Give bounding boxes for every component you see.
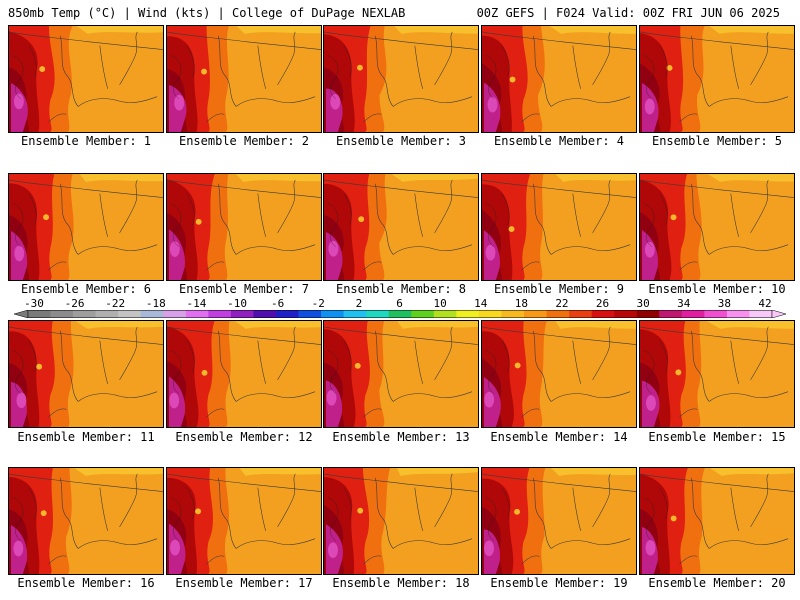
ensemble-member-label: Ensemble Member: 18 — [332, 576, 470, 590]
run-valid-time: 00Z GEFS | F024 Valid: 00Z FRI JUN 06 20… — [476, 6, 780, 20]
colorbar-segment — [321, 310, 344, 318]
colorbar-tick-label: -2 — [311, 297, 325, 310]
colorbar-segment — [749, 310, 773, 318]
colorbar-min-arrow — [14, 310, 29, 318]
colorbar-segment — [388, 310, 412, 318]
colorbar-segment — [591, 310, 615, 318]
ensemble-member-map — [639, 467, 795, 575]
ensemble-member-label: Ensemble Member: 3 — [335, 134, 467, 148]
colorbar-tick-label: 38 — [717, 297, 731, 310]
colorbar-segment — [253, 310, 277, 318]
colorbar-segment — [569, 310, 592, 318]
colorbar-segment — [208, 310, 232, 318]
ensemble-member-label: Ensemble Member: 13 — [332, 430, 470, 444]
ensemble-member-label: Ensemble Member: 15 — [648, 430, 786, 444]
colorbar-tick-label: 18 — [514, 297, 528, 310]
colorbar-tick-label: 14 — [474, 297, 488, 310]
ensemble-member-map — [166, 467, 322, 575]
ensemble-member-map — [8, 467, 164, 575]
ensemble-member-map — [166, 173, 322, 281]
ensemble-member-map — [323, 320, 479, 428]
colorbar-segment — [366, 310, 390, 318]
colorbar-segment — [163, 310, 187, 318]
colorbar-tick-label: -10 — [227, 297, 247, 310]
ensemble-member-label: Ensemble Member: 9 — [493, 282, 625, 296]
colorbar-tick-label: -6 — [271, 297, 285, 310]
ensemble-member-map — [639, 25, 795, 133]
colorbar-tick-label: 2 — [355, 297, 363, 310]
colorbar-max-arrow — [771, 310, 786, 318]
colorbar-tick-label: -26 — [64, 297, 85, 310]
ensemble-member-label: Ensemble Member: 12 — [175, 430, 313, 444]
colorbar-tick-label: 10 — [433, 297, 447, 310]
colorbar-tick-label: 6 — [396, 297, 403, 310]
ensemble-member-label: Ensemble Member: 17 — [175, 576, 313, 590]
colorbar-segment — [726, 310, 750, 318]
ensemble-member-label: Ensemble Member: 14 — [490, 430, 628, 444]
ensemble-member-label: Ensemble Member: 10 — [648, 282, 786, 296]
colorbar-tick-label: 42 — [758, 297, 772, 310]
ensemble-member-map — [166, 25, 322, 133]
colorbar-segment — [411, 310, 435, 318]
ensemble-member-map — [8, 173, 164, 281]
colorbar-segment — [614, 310, 638, 318]
ensemble-member-label: Ensemble Member: 2 — [178, 134, 310, 148]
ensemble-member-label: Ensemble Member: 5 — [651, 134, 783, 148]
ensemble-member-label: Ensemble Member: 11 — [17, 430, 155, 444]
colorbar-segment — [276, 310, 299, 318]
colorbar-tick-label: 34 — [677, 297, 691, 310]
colorbar-segment — [681, 310, 705, 318]
colorbar-tick-label: -14 — [186, 297, 207, 310]
colorbar-tick-label: -30 — [24, 297, 44, 310]
ensemble-member-label: Ensemble Member: 1 — [20, 134, 152, 148]
colorbar-tick-label: -22 — [105, 297, 126, 310]
ensemble-member-map — [481, 25, 637, 133]
ensemble-member-map — [323, 467, 479, 575]
ensemble-member-map — [639, 320, 795, 428]
colorbar-tick-label: -18 — [145, 297, 166, 310]
ensemble-member-label: Ensemble Member: 16 — [17, 576, 155, 590]
ensemble-member-map — [323, 173, 479, 281]
colorbar-segment — [140, 310, 164, 318]
colorbar-segment — [118, 310, 142, 318]
colorbar-segment — [659, 310, 683, 318]
ensemble-member-map — [8, 320, 164, 428]
ensemble-member-label: Ensemble Member: 6 — [20, 282, 152, 296]
colorbar-segment — [433, 310, 457, 318]
colorbar-segment — [343, 310, 367, 318]
ensemble-member-map — [481, 173, 637, 281]
temperature-colorbar — [14, 310, 786, 318]
ensemble-member-label: Ensemble Member: 4 — [493, 134, 625, 148]
colorbar-segment — [636, 310, 660, 318]
ensemble-member-map — [481, 320, 637, 428]
colorbar-segment — [456, 310, 480, 318]
colorbar-segment — [185, 310, 209, 318]
colorbar-segment — [230, 310, 254, 318]
colorbar-segment — [95, 310, 119, 318]
colorbar-tick-label: 26 — [595, 297, 610, 310]
colorbar-segment — [298, 310, 322, 318]
colorbar-segment — [73, 310, 96, 318]
colorbar-segment — [546, 310, 570, 318]
ensemble-member-map — [8, 25, 164, 133]
ensemble-member-label: Ensemble Member: 7 — [178, 282, 310, 296]
ensemble-member-map — [323, 25, 479, 133]
ensemble-member-map — [166, 320, 322, 428]
colorbar-tick-label: 22 — [555, 297, 569, 310]
colorbar-segment — [478, 310, 502, 318]
colorbar-segment — [50, 310, 74, 318]
ensemble-member-label: Ensemble Member: 19 — [490, 576, 628, 590]
colorbar-segment — [704, 310, 728, 318]
ensemble-member-label: Ensemble Member: 8 — [335, 282, 467, 296]
colorbar-segment — [28, 310, 51, 318]
ensemble-member-map — [639, 173, 795, 281]
colorbar-tick-label: 30 — [636, 297, 650, 310]
colorbar-segment — [501, 310, 525, 318]
map-title: 850mb Temp (°C) | Wind (kts) | College o… — [8, 6, 406, 20]
colorbar-segment — [524, 310, 547, 318]
ensemble-member-map — [481, 467, 637, 575]
ensemble-member-label: Ensemble Member: 20 — [648, 576, 786, 590]
